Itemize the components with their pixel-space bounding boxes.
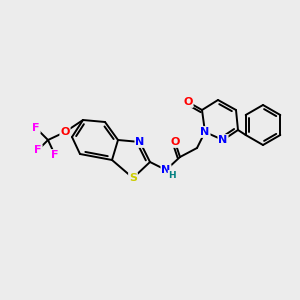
Text: N: N <box>200 127 210 137</box>
Text: F: F <box>34 145 42 155</box>
Text: N: N <box>161 165 171 175</box>
Text: F: F <box>32 123 40 133</box>
Text: O: O <box>170 137 180 147</box>
Text: H: H <box>168 170 176 179</box>
Text: S: S <box>129 173 137 183</box>
Text: N: N <box>135 137 145 147</box>
Text: F: F <box>51 150 59 160</box>
Text: O: O <box>183 97 193 107</box>
Text: O: O <box>60 127 70 137</box>
Text: N: N <box>218 135 228 145</box>
